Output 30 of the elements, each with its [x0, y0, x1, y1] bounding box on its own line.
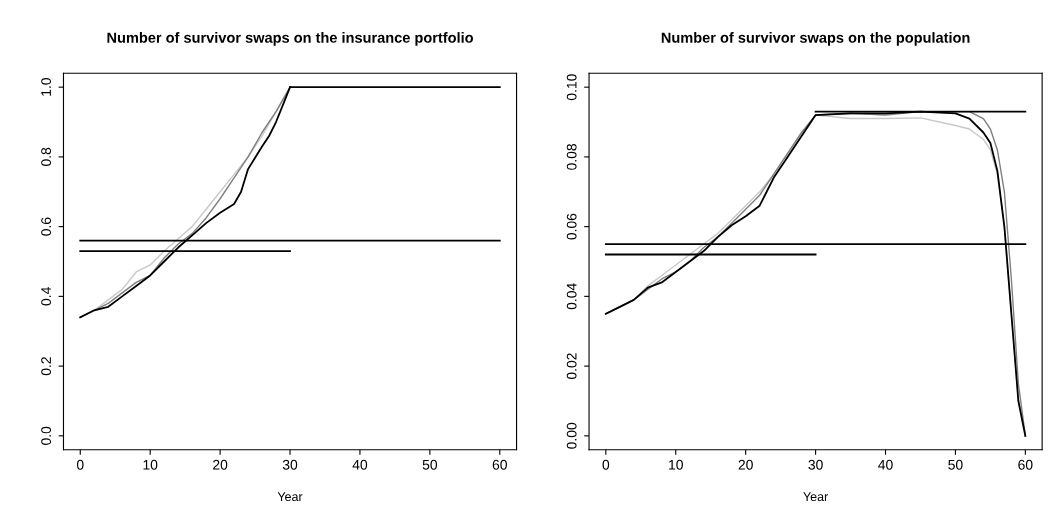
x-axis-title: Year [277, 492, 303, 502]
y-tick-label: 0.10 [566, 74, 577, 101]
x-tick-label: 0 [76, 459, 84, 470]
chart-title: Number of survivor swaps on the population [661, 32, 970, 46]
chart-title: Number of survivor swaps on the insurance portfolio [107, 32, 473, 46]
x-tick-label: 20 [738, 459, 753, 470]
y-tick-label: 0.8 [41, 147, 52, 167]
x-tick-label: 40 [352, 459, 368, 470]
y-tick-label: 0.00 [566, 422, 577, 449]
x-tick-label: 60 [492, 459, 507, 470]
y-tick-label: 0.0 [41, 426, 52, 445]
y-tick-label: 0.04 [566, 283, 577, 310]
x-tick-label: 40 [878, 459, 893, 470]
y-tick-label: 0.08 [566, 143, 577, 170]
x-tick-label: 10 [669, 459, 683, 470]
x-tick-label: 50 [948, 459, 963, 470]
x-tick-label: 0 [602, 459, 610, 470]
y-tick-label: 1.0 [41, 78, 52, 96]
x-tick-label: 50 [422, 459, 438, 470]
x-tick-label: 30 [282, 459, 298, 470]
x-tick-label: 10 [143, 459, 158, 470]
y-tick-label: 0.4 [41, 287, 52, 306]
y-tick-label: 0.6 [41, 217, 52, 236]
y-tick-label: 0.06 [566, 213, 577, 240]
x-tick-label: 20 [213, 459, 228, 470]
y-tick-label: 0.02 [566, 353, 577, 380]
x-tick-label: 60 [1018, 459, 1033, 470]
y-tick-label: 0.2 [41, 357, 52, 376]
x-tick-label: 30 [808, 459, 823, 470]
x-axis-title: Year [803, 492, 829, 502]
